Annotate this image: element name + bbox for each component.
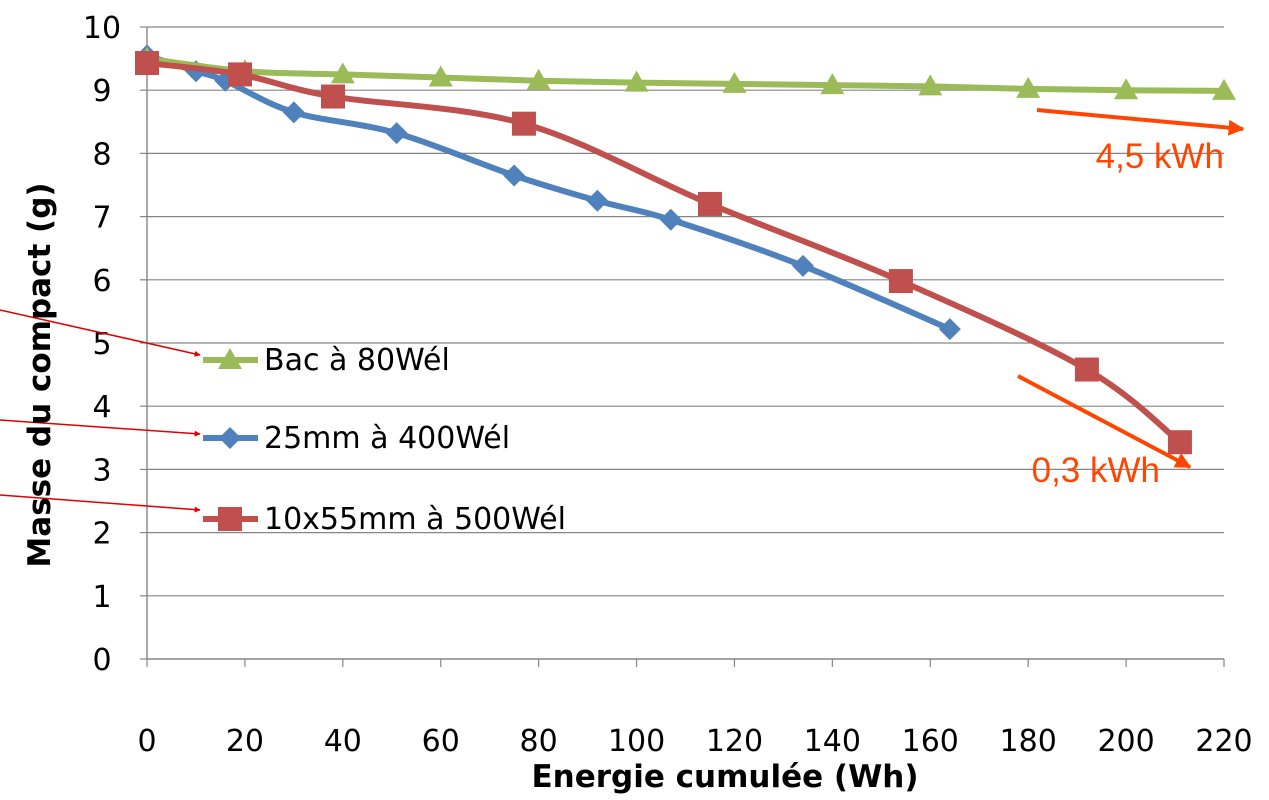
x-tick-label: 0 xyxy=(137,724,156,759)
x-tick-label: 140 xyxy=(804,724,861,759)
series-line xyxy=(144,55,1227,94)
y-tick-label: 0 xyxy=(92,643,111,678)
series-line xyxy=(144,52,953,333)
data-point xyxy=(228,62,253,87)
legend-entry: Bac à 80Wél xyxy=(203,343,450,378)
y-tick-label: 7 xyxy=(92,201,111,236)
legend-label: 25mm à 400Wél xyxy=(264,421,510,456)
data-point xyxy=(938,318,961,341)
data-point xyxy=(1167,430,1192,455)
data-point xyxy=(1074,357,1099,382)
y-tick-label: 5 xyxy=(92,327,111,362)
y-tick-label: 6 xyxy=(92,264,111,299)
legend-entry: 10x55mm à 500Wél xyxy=(203,502,566,537)
x-tick-label: 60 xyxy=(422,724,460,759)
legend-marker xyxy=(219,427,241,449)
data-point xyxy=(820,73,845,95)
x-tick-label: 220 xyxy=(1195,724,1252,759)
data-point xyxy=(1016,76,1041,98)
y-tick-label: 2 xyxy=(92,517,111,552)
x-tick-label: 160 xyxy=(902,724,959,759)
data-point xyxy=(511,111,536,136)
data-point xyxy=(385,122,408,145)
data-point xyxy=(659,208,682,231)
data-point xyxy=(918,74,943,96)
y-tick-label: 1 xyxy=(92,580,111,615)
legend: Bac à 80Wél 25mm à 400Wél 10x55mm à 500Wél xyxy=(203,343,566,537)
x-tick-label: 40 xyxy=(324,724,362,759)
data-point xyxy=(330,62,355,84)
data-point xyxy=(282,101,305,124)
x-tick-label: 80 xyxy=(520,724,558,759)
pointer-arrow xyxy=(0,494,201,513)
y-tick-label: 9 xyxy=(92,74,111,109)
legend-label: 10x55mm à 500Wél xyxy=(264,502,566,537)
series-line xyxy=(144,60,1183,446)
x-tick-label: 200 xyxy=(1097,724,1154,759)
y-tick-label: 3 xyxy=(92,453,111,488)
grid-lines xyxy=(147,26,1224,597)
data-point xyxy=(321,84,346,109)
data-point xyxy=(722,71,747,93)
x-tick-label: 20 xyxy=(226,724,264,759)
x-tick-label: 120 xyxy=(706,724,763,759)
data-point xyxy=(791,254,814,277)
pointer-arrow xyxy=(0,419,201,437)
legend-marker xyxy=(218,507,242,531)
y-tick-label: 10 xyxy=(83,11,121,46)
legend-label: Bac à 80Wél xyxy=(264,343,450,378)
data-point xyxy=(586,189,609,212)
data-point xyxy=(428,65,453,87)
legend-marker xyxy=(218,348,242,369)
x-tick-label: 100 xyxy=(608,724,665,759)
annotation-label: 4,5 kWh xyxy=(1096,137,1224,176)
x-tick-label: 180 xyxy=(1000,724,1057,759)
series-triangle xyxy=(135,46,1236,100)
annotation-label: 0,3 kWh xyxy=(1032,451,1160,490)
data-point xyxy=(1114,78,1139,100)
data-point xyxy=(526,68,551,90)
extrapolation-arrow xyxy=(1017,374,1192,469)
data-point xyxy=(624,70,649,92)
series-square xyxy=(135,51,1192,455)
y-tick-label: 8 xyxy=(92,137,111,172)
pointer-arrow xyxy=(0,309,201,357)
data-point xyxy=(697,191,722,216)
data-point xyxy=(135,51,159,76)
annotations: 4,5 kWh 0,3 kWh xyxy=(0,108,1245,513)
y-axis-title: Masse du compact (g) xyxy=(22,182,58,567)
data-point xyxy=(888,269,913,294)
legend-entry: 25mm à 400Wél xyxy=(203,421,510,456)
data-point xyxy=(503,164,526,187)
series-layer xyxy=(135,44,1236,455)
x-axis-title: Energie cumulée (Wh) xyxy=(531,759,918,795)
data-point xyxy=(1212,78,1236,100)
extrapolation-arrow xyxy=(1036,108,1245,136)
y-tick-label: 4 xyxy=(92,390,111,425)
